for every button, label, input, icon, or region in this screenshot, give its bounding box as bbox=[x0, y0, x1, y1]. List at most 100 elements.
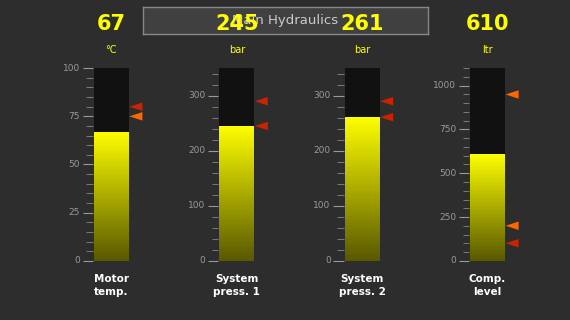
Bar bbox=[345, 225, 380, 227]
Polygon shape bbox=[380, 97, 393, 106]
Bar bbox=[219, 232, 254, 234]
Polygon shape bbox=[380, 113, 393, 121]
Bar bbox=[94, 172, 129, 174]
Bar bbox=[94, 175, 129, 177]
Bar bbox=[219, 158, 254, 160]
Bar bbox=[219, 165, 254, 166]
Text: 0: 0 bbox=[74, 256, 80, 265]
Bar bbox=[470, 230, 505, 231]
Bar bbox=[345, 132, 380, 133]
Bar bbox=[219, 256, 254, 257]
Bar bbox=[219, 140, 254, 141]
Bar bbox=[345, 155, 380, 157]
Bar bbox=[219, 187, 254, 188]
Bar bbox=[219, 229, 254, 230]
Bar bbox=[470, 242, 505, 244]
Polygon shape bbox=[129, 112, 142, 121]
Text: 100: 100 bbox=[314, 201, 331, 210]
Bar bbox=[470, 220, 505, 221]
Bar bbox=[470, 209, 505, 210]
Bar bbox=[219, 204, 254, 205]
Bar bbox=[470, 214, 505, 215]
Bar bbox=[345, 255, 380, 257]
Bar bbox=[219, 131, 254, 133]
Bar bbox=[219, 241, 254, 242]
Text: Main Hydraulics: Main Hydraulics bbox=[232, 14, 338, 27]
Bar bbox=[345, 173, 380, 175]
Bar bbox=[94, 238, 129, 240]
Bar bbox=[219, 172, 254, 173]
Bar bbox=[219, 133, 254, 134]
Bar bbox=[219, 259, 254, 261]
Bar bbox=[345, 209, 380, 211]
Bar bbox=[94, 161, 129, 162]
Bar bbox=[94, 195, 129, 196]
Bar bbox=[219, 190, 254, 192]
Bar bbox=[470, 167, 505, 169]
Text: 50: 50 bbox=[68, 160, 80, 169]
Bar bbox=[94, 203, 129, 204]
Text: 67: 67 bbox=[97, 13, 126, 34]
Bar bbox=[470, 198, 505, 199]
Bar bbox=[470, 193, 505, 194]
Bar bbox=[94, 145, 129, 146]
Text: 0: 0 bbox=[200, 256, 205, 265]
Bar bbox=[219, 254, 254, 256]
Bar bbox=[219, 166, 254, 168]
Bar bbox=[94, 132, 129, 133]
Bar bbox=[470, 196, 505, 197]
Bar bbox=[94, 174, 129, 175]
Bar bbox=[94, 167, 129, 169]
Bar bbox=[345, 171, 380, 173]
Bar bbox=[470, 178, 505, 179]
Bar bbox=[470, 210, 505, 212]
Bar bbox=[219, 207, 254, 209]
Bar bbox=[345, 200, 380, 202]
Bar bbox=[94, 133, 129, 135]
Bar bbox=[345, 167, 380, 169]
Bar bbox=[470, 247, 505, 249]
Bar bbox=[94, 253, 129, 254]
Bar bbox=[219, 195, 254, 197]
Bar bbox=[345, 191, 380, 193]
Bar bbox=[94, 137, 129, 138]
Text: 261: 261 bbox=[340, 13, 384, 34]
Bar bbox=[219, 146, 254, 148]
Bar bbox=[345, 241, 380, 243]
Bar bbox=[470, 173, 505, 174]
Bar bbox=[345, 207, 380, 209]
Bar bbox=[470, 249, 505, 250]
Text: 25: 25 bbox=[68, 208, 80, 217]
Bar bbox=[345, 176, 380, 178]
Bar bbox=[470, 246, 505, 247]
Bar bbox=[470, 234, 505, 236]
Bar bbox=[219, 126, 254, 128]
Text: 250: 250 bbox=[439, 212, 456, 221]
Polygon shape bbox=[506, 90, 519, 99]
Bar bbox=[94, 68, 129, 261]
Bar bbox=[94, 159, 129, 161]
Bar bbox=[470, 187, 505, 189]
Bar bbox=[345, 257, 380, 259]
Bar bbox=[470, 206, 505, 207]
Bar bbox=[219, 163, 254, 165]
Bar bbox=[345, 244, 380, 246]
Bar bbox=[219, 244, 254, 246]
Bar bbox=[94, 188, 129, 190]
Bar bbox=[219, 143, 254, 145]
Bar bbox=[219, 219, 254, 220]
Bar bbox=[470, 260, 505, 261]
Bar bbox=[470, 163, 505, 165]
Bar bbox=[345, 221, 380, 223]
Bar bbox=[94, 153, 129, 154]
Bar bbox=[94, 227, 129, 228]
Bar bbox=[94, 236, 129, 238]
Bar bbox=[94, 154, 129, 156]
Bar bbox=[219, 141, 254, 143]
Bar bbox=[345, 139, 380, 140]
Bar bbox=[94, 209, 129, 211]
Bar bbox=[345, 220, 380, 221]
Bar bbox=[94, 206, 129, 208]
Bar bbox=[94, 224, 129, 225]
Bar bbox=[470, 229, 505, 230]
